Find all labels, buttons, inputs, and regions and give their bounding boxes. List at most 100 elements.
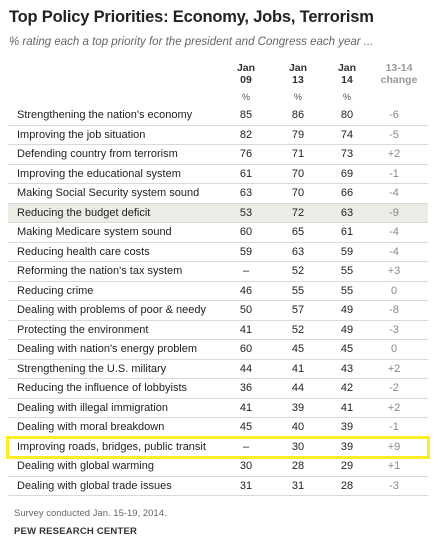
row-value-jan14: 73 bbox=[340, 148, 354, 160]
priority-table: Strengthening the nation's economy 85 86 80… bbox=[6, 106, 430, 496]
table-row: Defending country from terrorism 76 71 73 +2 bbox=[8, 145, 428, 165]
row-label: Strengthening the U.S. military bbox=[17, 362, 167, 375]
row-value-jan13: 65 bbox=[291, 226, 305, 238]
column-header-change-range: 13-14 bbox=[385, 62, 413, 74]
chart-title: Top Policy Priorities: Economy, Jobs, Te… bbox=[9, 8, 374, 26]
row-change: 0 bbox=[390, 343, 398, 355]
row-change: +2 bbox=[387, 148, 401, 160]
unit-label-jan13: % bbox=[293, 92, 302, 102]
table-row: Reducing the budget deficit 53 72 63 -9 bbox=[8, 203, 428, 223]
table-row: Making Social Security system sound 63 70 6… bbox=[8, 184, 428, 204]
row-label: Dealing with nation's energy problem bbox=[17, 343, 198, 355]
row-label: Improving the educational system bbox=[17, 167, 181, 180]
row-value-jan14: 49 bbox=[340, 323, 354, 336]
row-value-jan13: 72 bbox=[291, 206, 305, 219]
row-change: -1 bbox=[389, 167, 399, 180]
table-row: Improving the educational system 61 70 69 -1 bbox=[8, 165, 428, 184]
survey-footnote: Survey conducted Jan. 15-19, 2014. bbox=[14, 508, 167, 519]
row-value-jan09: – bbox=[242, 440, 250, 453]
table-row: Dealing with global warming 30 28 29 +1 bbox=[8, 457, 428, 477]
table-row: Dealing with problems of poor & needy 50 5… bbox=[8, 301, 428, 321]
row-label: Dealing with global trade issues bbox=[17, 479, 172, 492]
row-change: +3 bbox=[387, 265, 401, 277]
row-label: Reducing health care costs bbox=[17, 245, 150, 258]
row-value-jan14: 45 bbox=[340, 343, 354, 355]
row-change: -2 bbox=[389, 382, 399, 394]
row-value-jan13: 57 bbox=[291, 304, 305, 316]
table-row: Making Medicare system sound 60 65 61 -4 bbox=[8, 223, 428, 243]
row-label: Making Social Security system sound bbox=[17, 187, 200, 199]
row-value-jan14: 80 bbox=[340, 109, 354, 121]
row-value-jan14: 55 bbox=[340, 265, 354, 277]
row-value-jan09: 50 bbox=[239, 304, 253, 316]
table-row: Protecting the environment 41 52 49 -3 bbox=[8, 321, 428, 340]
table-row: Dealing with illegal immigration 41 39 41 +2 bbox=[8, 399, 428, 418]
row-value-jan14: 41 bbox=[340, 401, 354, 414]
column-header-change-label: change bbox=[380, 74, 418, 86]
row-value-jan14: 69 bbox=[340, 167, 354, 180]
row-label: Reforming the nation's tax system bbox=[17, 265, 183, 277]
row-label: Reducing the budget deficit bbox=[17, 206, 151, 219]
row-value-jan13: 45 bbox=[291, 343, 305, 355]
row-value-jan14: 39 bbox=[340, 440, 354, 453]
row-label: Reducing crime bbox=[17, 284, 94, 297]
column-header-jan09: Jan 09 bbox=[226, 62, 266, 86]
row-value-jan13: 52 bbox=[291, 323, 305, 336]
row-change: -4 bbox=[389, 245, 399, 258]
row-value-jan09: 45 bbox=[239, 421, 253, 433]
column-header-jan14-month: Jan bbox=[337, 62, 357, 74]
row-change: -3 bbox=[389, 323, 399, 336]
column-header-jan14: Jan 14 bbox=[327, 62, 367, 86]
row-value-jan13: 55 bbox=[291, 284, 305, 297]
row-value-jan13: 52 bbox=[291, 265, 305, 277]
row-value-jan09: 61 bbox=[239, 167, 253, 180]
column-header-jan13-month: Jan bbox=[288, 62, 308, 74]
row-value-jan09: 63 bbox=[239, 187, 253, 199]
row-label: Improving the job situation bbox=[17, 128, 146, 141]
row-value-jan14: 42 bbox=[340, 382, 354, 394]
table-row: Improving roads, bridges, public transit… bbox=[6, 435, 430, 459]
row-value-jan13: 71 bbox=[291, 148, 305, 160]
row-value-jan13: 70 bbox=[291, 167, 305, 180]
row-change: -4 bbox=[389, 226, 399, 238]
row-value-jan09: 31 bbox=[239, 479, 253, 492]
row-value-jan14: 66 bbox=[340, 187, 354, 199]
row-value-jan09: – bbox=[242, 265, 250, 277]
row-value-jan09: 30 bbox=[239, 460, 253, 472]
row-label: Making Medicare system sound bbox=[17, 226, 172, 238]
row-value-jan13: 31 bbox=[291, 479, 305, 492]
row-value-jan09: 46 bbox=[239, 284, 253, 297]
table-row: Reforming the nation's tax system – 52 55 +3 bbox=[8, 262, 428, 282]
row-value-jan14: 59 bbox=[340, 245, 354, 258]
row-value-jan14: 61 bbox=[340, 226, 354, 238]
row-change: +2 bbox=[387, 401, 401, 414]
column-header-jan09-year: 09 bbox=[240, 74, 252, 86]
row-value-jan13: 41 bbox=[291, 362, 305, 375]
row-value-jan14: 74 bbox=[340, 128, 354, 141]
table-row: Dealing with moral breakdown 45 40 39 -1 bbox=[8, 418, 428, 438]
table-row: Dealing with nation's energy problem 60 45… bbox=[8, 340, 428, 360]
row-label: Protecting the environment bbox=[17, 323, 149, 336]
source-credit: PEW RESEARCH CENTER bbox=[14, 526, 138, 537]
table-row: Reducing health care costs 59 63 59 -4 bbox=[8, 243, 428, 262]
row-label: Defending country from terrorism bbox=[17, 148, 178, 160]
unit-label-jan14: % bbox=[342, 92, 351, 102]
row-value-jan13: 79 bbox=[291, 128, 305, 141]
row-label: Dealing with global warming bbox=[17, 460, 154, 472]
row-value-jan14: 63 bbox=[340, 206, 354, 219]
row-value-jan14: 55 bbox=[340, 284, 354, 297]
row-value-jan14: 28 bbox=[340, 479, 354, 492]
table-row: Strengthening the U.S. military 44 41 43 +2 bbox=[8, 360, 428, 379]
row-label: Dealing with illegal immigration bbox=[17, 401, 169, 414]
row-change: +1 bbox=[387, 460, 401, 472]
row-change: 0 bbox=[390, 284, 398, 297]
row-change: -3 bbox=[389, 479, 399, 492]
row-value-jan09: 60 bbox=[239, 226, 253, 238]
column-header-jan09-month: Jan bbox=[236, 62, 256, 74]
row-change: -5 bbox=[389, 128, 399, 141]
column-header-jan13-year: 13 bbox=[292, 74, 304, 86]
row-value-jan09: 59 bbox=[239, 245, 253, 258]
unit-label-jan09: % bbox=[241, 92, 250, 102]
row-change: -4 bbox=[389, 187, 399, 199]
row-label: Improving roads, bridges, public transit bbox=[17, 440, 206, 453]
